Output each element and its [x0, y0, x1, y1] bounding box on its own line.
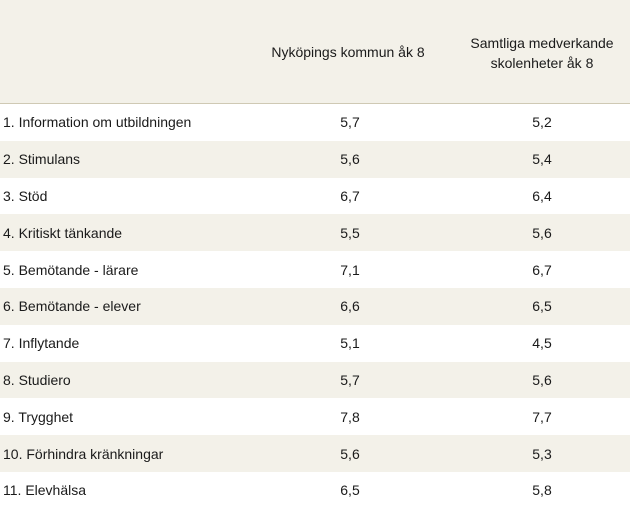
table-body: 1. Information om utbildningen 5,7 5,2 2. S…: [0, 104, 630, 509]
nykoping-value: 5,6: [340, 151, 360, 168]
row-label: 3. Stöd: [3, 187, 48, 204]
all-schools-value: 5,8: [532, 482, 552, 499]
nykoping-value: 7,1: [340, 261, 360, 278]
row-label: 5. Bemötande - lärare: [3, 261, 139, 278]
all-schools-value: 5,6: [532, 224, 552, 241]
row-label: 1. Information om utbildningen: [3, 114, 192, 131]
all-schools-value: 4,5: [532, 335, 552, 352]
row-label: 6. Bemötande - elever: [3, 298, 141, 315]
nykoping-value: 5,6: [340, 445, 360, 462]
all-schools-value: 5,2: [532, 114, 552, 131]
nykoping-value: 5,7: [340, 114, 360, 131]
all-schools-value: 5,3: [532, 445, 552, 462]
all-schools-value: 5,4: [532, 151, 552, 168]
column-header-all-schools: Samtliga medverkande skolenheter åk 8: [470, 35, 614, 71]
all-schools-value: 7,7: [532, 408, 552, 425]
table-row: 9. Trygghet 7,8 7,7: [0, 398, 630, 435]
table-row: 3. Stöd 6,7 6,4: [0, 178, 630, 215]
nykoping-value: 5,5: [340, 224, 360, 241]
nykoping-value: 5,1: [340, 335, 360, 352]
column-header-nykoping: Nyköpings kommun åk 8: [271, 44, 425, 60]
nykoping-value: 6,6: [340, 298, 360, 315]
table-row: 5. Bemötande - lärare 7,1 6,7: [0, 251, 630, 288]
all-schools-value: 6,4: [532, 187, 552, 204]
nykoping-value: 5,7: [340, 371, 360, 388]
row-label: 4. Kritiskt tänkande: [3, 224, 123, 241]
table-row: 11. Elevhälsa 6,5 5,8: [0, 472, 630, 509]
nykoping-value: 6,7: [340, 187, 360, 204]
all-schools-value: 5,6: [532, 371, 552, 388]
row-label: 8. Studiero: [3, 371, 71, 388]
table-row: 10. Förhindra kränkningar 5,6 5,3: [0, 435, 630, 472]
row-label: 7. Inflytande: [3, 335, 80, 352]
row-label: 2. Stimulans: [3, 151, 81, 168]
table-row: 4. Kritiskt tänkande 5,5 5,6: [0, 214, 630, 252]
table-row: 1. Information om utbildningen 5,7 5,2: [0, 104, 630, 141]
row-label: 9. Trygghet: [3, 408, 74, 425]
nykoping-value: 6,5: [340, 482, 360, 499]
table-row: 8. Studiero 5,7 5,6: [0, 361, 630, 399]
table-row: 2. Stimulans 5,6 5,4: [0, 140, 630, 178]
nykoping-value: 7,8: [340, 408, 360, 425]
table-row: 7. Inflytande 5,1 4,5: [0, 325, 630, 362]
row-label: 11. Elevhälsa: [3, 482, 87, 499]
row-label: 10. Förhindra kränkningar: [3, 445, 164, 462]
table-row: 6. Bemötande - elever 6,6 6,5: [0, 287, 630, 325]
all-schools-value: 6,7: [532, 261, 552, 278]
table-header: Nyköpings kommun åk 8 Samtliga medverkan…: [0, 0, 630, 104]
all-schools-value: 6,5: [532, 298, 552, 315]
